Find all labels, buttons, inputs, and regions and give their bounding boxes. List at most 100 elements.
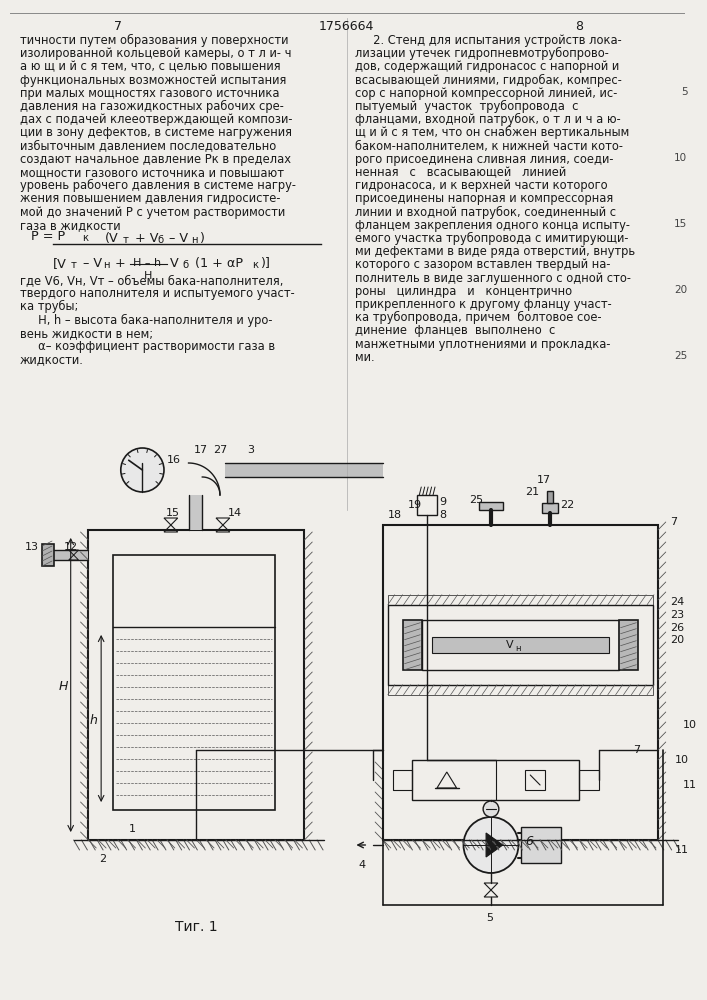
Text: вень жидкости в нем;: вень жидкости в нем; [20,327,153,340]
Bar [422,620,619,670]
Text: 11: 11 [682,780,696,790]
Text: 26: 26 [670,623,684,633]
Bar [88,530,305,840]
Text: функциональных возможностей испытания: функциональных возможностей испытания [20,74,286,87]
Text: присоединены напорная и компрессорная: присоединены напорная и компрессорная [356,192,614,205]
Text: 8: 8 [439,510,446,520]
Text: (1 + αP: (1 + αP [190,257,243,270]
Text: ми дефектами в виде ряда отверстий, внутрь: ми дефектами в виде ряда отверстий, внут… [356,245,636,258]
Text: ка трубопровода, причем  болтовое сое-: ка трубопровода, причем болтовое сое- [356,311,602,324]
Bar [402,620,422,670]
Text: Н, h – высота бака-наполнителя и уро-: Н, h – высота бака-наполнителя и уро- [20,314,272,327]
Text: 21: 21 [525,487,539,497]
Text: 20: 20 [670,635,684,645]
Text: [V: [V [53,257,67,270]
Text: 10: 10 [674,153,687,163]
Text: 13: 13 [25,542,39,552]
Bar [189,495,202,530]
Text: ми.: ми. [356,351,375,364]
Text: пытуемый  участок  трубопровода  с: пытуемый участок трубопровода с [356,100,579,113]
Text: где V6, Vн, Vт – объемы бака-наполнителя,: где V6, Vн, Vт – объемы бака-наполнителя… [20,274,283,287]
Text: полнитель в виде заглушенного с одной сто-: полнитель в виде заглушенного с одной ст… [356,272,631,285]
Text: 5: 5 [681,87,687,97]
Text: мощности газового источника и повышают: мощности газового источника и повышают [20,166,284,179]
Text: H: H [58,680,68,693]
Text: 25: 25 [469,495,484,505]
Circle shape [464,817,518,873]
Text: тичности путем образования у поверхности: тичности путем образования у поверхности [20,34,288,47]
Text: избыточным давлением последовательно: избыточным давлением последовательно [20,140,276,153]
Text: V: V [506,640,513,650]
Bar [388,595,653,605]
Text: + V: + V [131,232,158,245]
Text: 7: 7 [670,517,677,527]
Text: лизации утечек гидропневмотрубопрово-: лизации утечек гидропневмотрубопрово- [356,47,609,60]
Text: P = P: P = P [31,230,66,243]
Text: )]: )] [260,257,270,270]
Text: (V: (V [105,232,119,245]
Bar [479,502,503,510]
Bar [412,760,579,800]
Text: 18: 18 [388,510,402,520]
Circle shape [483,801,499,817]
Text: ции в зону дефектов, в системе нагружения: ции в зону дефектов, в системе нагружени… [20,126,292,139]
Text: 1: 1 [129,824,136,834]
Text: которого с зазором вставлен твердый на-: которого с зазором вставлен твердый на- [356,258,611,271]
Bar [393,770,412,790]
Text: – V: – V [165,232,188,245]
Text: 16: 16 [167,455,181,465]
Text: 12: 12 [64,542,78,552]
Text: изолированной кольцевой камеры, о т л и- ч: изолированной кольцевой камеры, о т л и-… [20,47,291,60]
Bar [54,550,88,560]
Text: 20: 20 [674,285,687,295]
Text: н: н [103,260,110,270]
Text: 17: 17 [537,475,551,485]
Bar [542,503,558,513]
Text: дов, содержащий гидронасос с напорной и: дов, содержащий гидронасос с напорной и [356,60,620,73]
Text: 9: 9 [439,497,446,507]
Text: +: + [111,257,126,270]
Text: газа в жидкости: газа в жидкости [20,219,120,232]
Text: н: н [192,235,198,245]
Text: h: h [89,714,98,726]
Text: создают начальное давление Рк в пределах: создают начальное давление Рк в пределах [20,153,291,166]
Text: жидкости.: жидкости. [20,353,83,366]
Text: 7: 7 [114,20,122,33]
Text: 2. Стенд для испытания устройств лока-: 2. Стенд для испытания устройств лока- [356,34,622,47]
Bar [619,620,638,670]
Text: баком-наполнителем, к нижней части кото-: баком-наполнителем, к нижней части кото- [356,140,624,153]
Text: 25: 25 [674,351,687,361]
Text: жения повышением давления гидросисте-: жения повышением давления гидросисте- [20,192,280,205]
Text: всасывающей линиями, гидробак, компрес-: всасывающей линиями, гидробак, компрес- [356,74,622,87]
Text: линии и входной патрубок, соединенный с: линии и входной патрубок, соединенный с [356,206,617,219]
Text: 19: 19 [407,500,421,510]
Text: твердого наполнителя и испытуемого участ-: твердого наполнителя и испытуемого участ… [20,287,294,300]
Text: α– коэффициент растворимости газа в: α– коэффициент растворимости газа в [20,340,275,353]
Text: 23: 23 [670,610,684,620]
Bar [547,491,553,503]
Bar [388,605,653,685]
Text: 8: 8 [575,20,583,33]
Text: V: V [170,257,179,270]
Text: 22: 22 [560,500,574,510]
Text: 1756664: 1756664 [319,20,374,33]
Text: рого присоединена сливная линия, соеди-: рого присоединена сливная линия, соеди- [356,153,614,166]
Bar [113,555,275,810]
Text: фланцем закрепления одного конца испыту-: фланцем закрепления одного конца испыту- [356,219,631,232]
Text: фланцами, входной патрубок, о т л и ч а ю-: фланцами, входной патрубок, о т л и ч а … [356,113,621,126]
Text: 24: 24 [670,597,684,607]
Text: H: H [144,271,153,281]
Text: 6: 6 [525,835,533,848]
Text: 27: 27 [213,445,228,455]
Text: манжетными уплотнениями и прокладка-: манжетными уплотнениями и прокладка- [356,338,611,351]
Text: прикрепленного к другому фланцу участ-: прикрепленного к другому фланцу участ- [356,298,612,311]
Text: 11: 11 [674,845,689,855]
Text: ): ) [199,232,204,245]
Text: – V: – V [78,257,102,270]
Text: при малых мощностях газового источника: при малых мощностях газового источника [20,87,279,100]
Bar [417,495,437,515]
Text: Τиг. 1: Τиг. 1 [175,920,218,934]
Text: уровень рабочего давления в системе нагру-: уровень рабочего давления в системе нагр… [20,179,296,192]
Text: 2: 2 [100,854,107,864]
Bar [432,637,609,653]
